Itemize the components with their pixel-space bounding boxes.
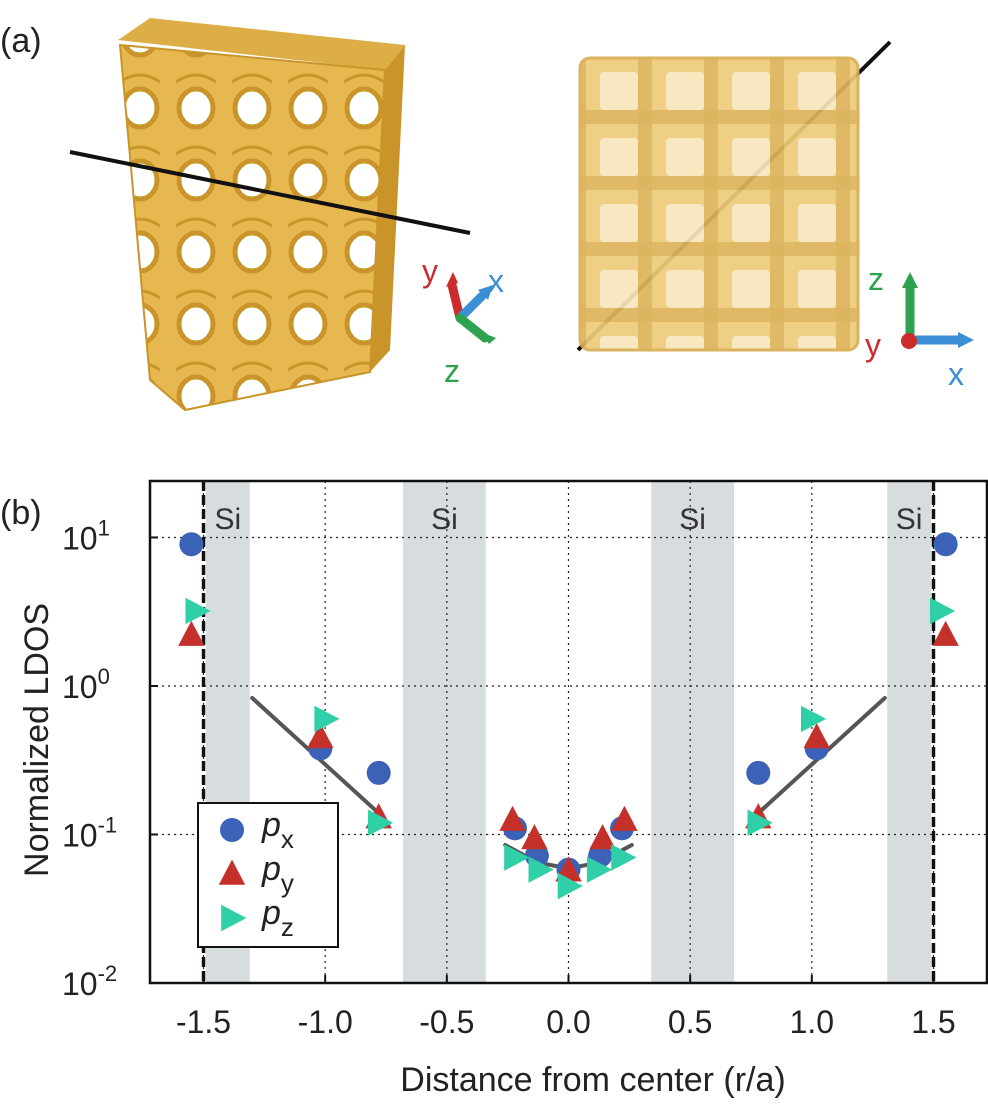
x-tick-label-3: 0.0 — [546, 1004, 590, 1040]
x-tick-label-6: 1.5 — [911, 1004, 955, 1040]
right-z-label: z — [868, 261, 884, 297]
point-pz-0 — [185, 597, 211, 625]
legend-label-pz: pz — [261, 894, 294, 942]
legend-label-py: py — [261, 850, 294, 898]
si-label-1: Si — [431, 503, 458, 536]
left-y-arrow — [447, 280, 465, 323]
y-tick-label-0: 101 — [62, 515, 110, 556]
left-z-arrow — [455, 313, 490, 343]
x-tick-label-0: -1.5 — [176, 1004, 231, 1040]
si-region-2 — [651, 481, 734, 983]
point-pz-3 — [504, 844, 530, 871]
si-region-3 — [887, 481, 932, 983]
si-label-2: Si — [679, 503, 706, 536]
point-pz-9 — [801, 705, 827, 733]
point-pz-8 — [747, 809, 773, 836]
right-structure — [576, 40, 892, 352]
left-axis-rod — [69, 150, 471, 235]
panel-a-label: (a) — [0, 22, 42, 60]
right-y-label: y — [865, 327, 881, 363]
point-pz-2 — [367, 809, 394, 836]
right-x-label: x — [948, 356, 964, 392]
left-x-arrow — [455, 291, 487, 323]
y-tick-label-3: 10-2 — [62, 961, 117, 1002]
ticks: -1.5 -1.0 -0.5 0.0 0.5 1.0 1.5 101 100 10-1 10-2 — [62, 515, 956, 1040]
point-px-8 — [746, 760, 771, 785]
point-py-10 — [932, 620, 959, 646]
y-axis-title: Normalized LDOS — [18, 603, 56, 877]
y-tick-label-1: 100 — [62, 664, 110, 705]
left-y-label: y — [422, 253, 438, 289]
point-pz-5 — [557, 872, 583, 900]
point-pz-1 — [314, 705, 340, 733]
point-py-6 — [589, 824, 616, 850]
legend-marker-pz — [221, 904, 247, 932]
x-tick-label-1: -1.0 — [298, 1004, 353, 1040]
x-axis-title: Distance from center (r/a) — [400, 1061, 785, 1099]
left-structure — [69, 18, 471, 412]
x-tick-label-2: -0.5 — [419, 1004, 474, 1040]
point-py-7 — [611, 805, 638, 831]
x-tick-label-4: 0.5 — [668, 1004, 712, 1040]
point-py-4 — [521, 824, 548, 850]
point-px-10 — [933, 532, 958, 557]
si-label-0: Si — [215, 503, 242, 536]
data-points — [178, 532, 959, 900]
right-triad: z y x — [865, 261, 974, 392]
point-pz-4 — [528, 856, 554, 883]
point-px-2 — [366, 760, 391, 785]
si-region-1 — [403, 481, 486, 983]
left-x-label: x — [488, 263, 504, 299]
si-label-3: Si — [896, 503, 923, 536]
legend-label-px: px — [261, 806, 294, 854]
point-pz-7 — [611, 844, 637, 871]
ldos-chart: Si Si Si Si -1.5 -1.0 -0.5 0.0 0.5 1.0 1.5 101 100 1… — [18, 479, 988, 1099]
legend-marker-py — [218, 859, 246, 885]
right-y-dot — [901, 333, 917, 349]
point-pz-10 — [929, 597, 956, 625]
point-py-3 — [499, 805, 526, 831]
point-px-0 — [179, 532, 204, 557]
left-z-label: z — [444, 353, 460, 389]
x-tick-label-5: 1.0 — [790, 1004, 834, 1040]
point-pz-6 — [586, 856, 613, 883]
panel-b-label: (b) — [0, 494, 42, 532]
legend-marker-px — [220, 818, 244, 842]
y-tick-label-2: 10-1 — [62, 812, 117, 853]
point-py-1 — [307, 723, 334, 749]
point-py-0 — [178, 620, 205, 646]
point-py-9 — [803, 723, 830, 749]
left-triad: y x z — [422, 253, 504, 389]
